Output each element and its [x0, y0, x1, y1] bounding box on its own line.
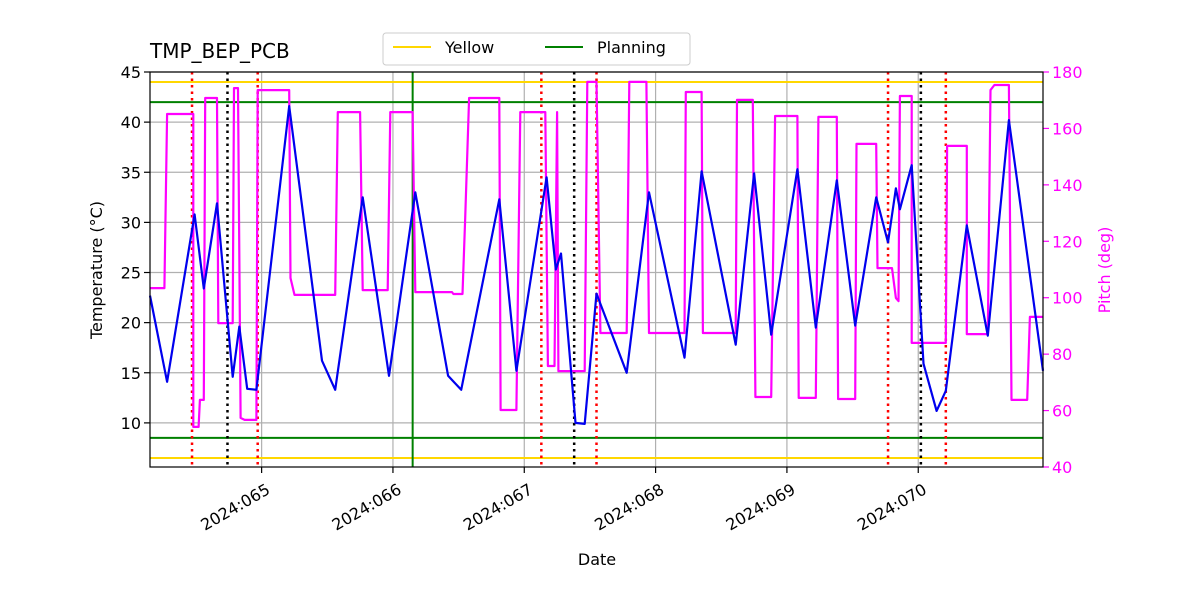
- y2-tick-label: 60: [1052, 402, 1072, 421]
- legend-label: Yellow: [444, 38, 494, 57]
- y-tick-label: 25: [121, 264, 141, 283]
- y-tick-label: 20: [121, 314, 141, 333]
- y2-tick-label: 100: [1052, 289, 1083, 308]
- y2-tick-label: 160: [1052, 119, 1083, 138]
- plot-frame: [149, 71, 1044, 468]
- y-tick-label: 35: [121, 163, 141, 182]
- y-tick-label: 30: [121, 213, 141, 232]
- y-tick-label: 15: [121, 364, 141, 383]
- legend: Yellow Planning: [382, 32, 691, 66]
- y-tick-label: 10: [121, 414, 141, 433]
- x-axis-label: Date: [578, 550, 616, 569]
- chart-title: TMP_BEP_PCB: [149, 39, 290, 63]
- y2-tick-label: 40: [1052, 458, 1072, 477]
- y-axis-label: Temperature (°C): [87, 201, 106, 340]
- y2-axis-label: Pitch (deg): [1095, 227, 1114, 314]
- series-line: [150, 80, 1043, 428]
- y-tick-label: 45: [121, 63, 141, 82]
- y-tick-label: 40: [121, 113, 141, 132]
- y2-tick-label: 180: [1052, 63, 1083, 82]
- y2-tick-label: 80: [1052, 345, 1072, 364]
- y2-tick-label: 140: [1052, 176, 1083, 195]
- legend-label: Planning: [597, 38, 666, 57]
- legend-box: [382, 32, 691, 66]
- y2-tick-label: 120: [1052, 232, 1083, 251]
- series-line: [148, 105, 1045, 425]
